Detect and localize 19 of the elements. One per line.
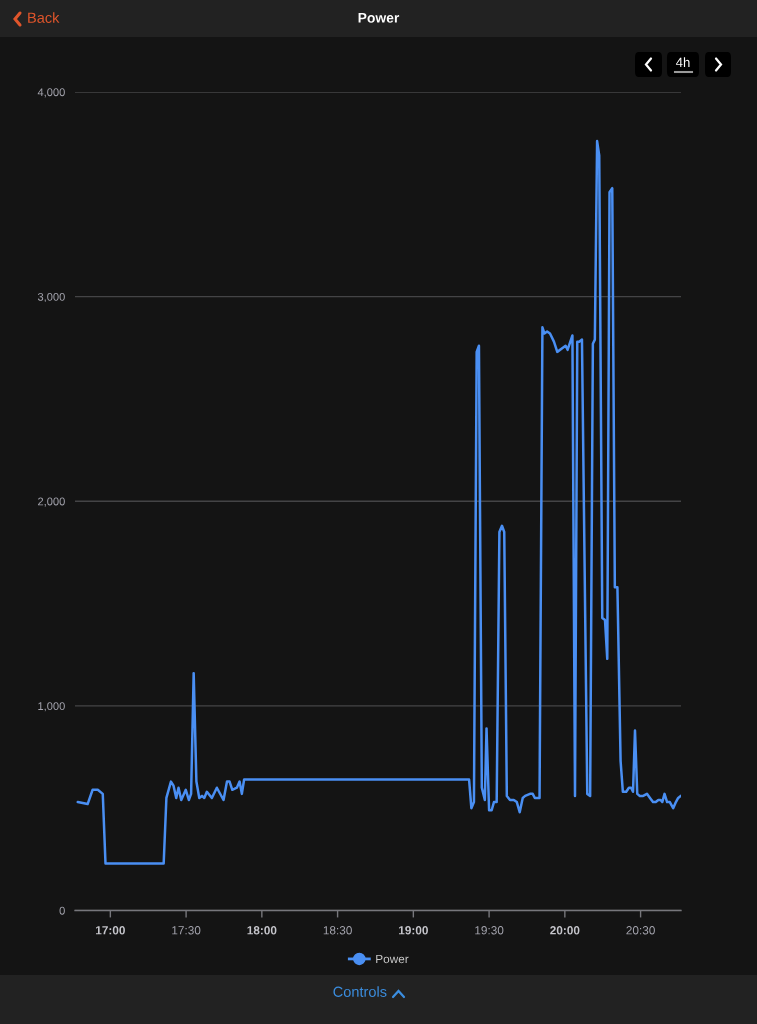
x-tick-label: 20:30 xyxy=(626,926,655,935)
y-tick-label: 2,000 xyxy=(38,497,65,507)
y-tick-label: 0 xyxy=(59,906,65,915)
chart-title: Power xyxy=(358,13,400,23)
y-tick-label: 1,000 xyxy=(38,702,65,712)
legend-label: Power xyxy=(376,954,409,964)
y-tick-label: 3,000 xyxy=(37,292,65,303)
x-tick-label: 17:00 xyxy=(95,926,125,935)
x-tick-label: 19:00 xyxy=(398,926,428,935)
text: Controls xyxy=(333,986,387,997)
x-tick-label: 18:00 xyxy=(247,926,277,935)
x-tick-label: 19:30 xyxy=(475,926,504,935)
text: 4h xyxy=(675,57,690,67)
y-tick-label: 4,000 xyxy=(37,88,65,98)
line-series xyxy=(76,139,681,865)
x-tick-label: 20:00 xyxy=(550,926,580,935)
x-tick-label: 17:30 xyxy=(172,926,201,935)
x-tick-label: 18:30 xyxy=(323,926,352,935)
text: Back xyxy=(28,12,60,23)
